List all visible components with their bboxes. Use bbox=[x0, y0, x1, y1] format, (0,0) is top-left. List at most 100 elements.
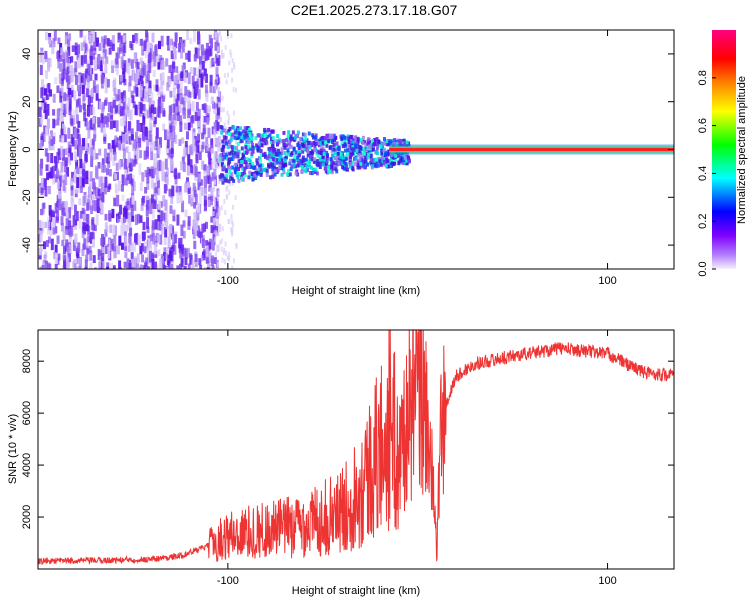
spectrogram-cell bbox=[256, 161, 260, 166]
spectrogram-cell bbox=[344, 165, 348, 170]
spectrogram-cell bbox=[367, 144, 371, 149]
spectrogram-cell bbox=[402, 139, 406, 144]
spectrogram-cell bbox=[244, 160, 248, 165]
spectrogram-cell bbox=[296, 142, 300, 147]
spectrogram-cell bbox=[341, 161, 345, 166]
spectrogram-cell bbox=[123, 78, 127, 86]
spectrogram-cell bbox=[172, 41, 176, 50]
spectrogram-cell bbox=[289, 167, 293, 172]
spectrogram-cell bbox=[208, 45, 212, 57]
spectrogram-cell bbox=[51, 43, 55, 54]
spectrogram-cell bbox=[222, 176, 226, 181]
spectrogram-cell bbox=[128, 110, 132, 120]
spectrogram-cell bbox=[52, 93, 56, 103]
spectrogram-cell bbox=[83, 35, 87, 42]
spectrogram-cell bbox=[184, 248, 188, 259]
spectrogram-cell bbox=[214, 237, 217, 243]
spectrogram-cell bbox=[164, 129, 168, 141]
spectrogram-cell bbox=[102, 52, 106, 65]
spectrogram-cell bbox=[259, 152, 263, 157]
spectrogram-cell bbox=[174, 32, 178, 43]
spectrogram-cell bbox=[139, 57, 143, 65]
spectrogram-cell bbox=[340, 136, 344, 141]
spectrogram-cell bbox=[150, 148, 154, 161]
spectrogram-cell bbox=[81, 207, 85, 214]
spectrogram-cell bbox=[98, 176, 102, 188]
spectrogram-cell bbox=[72, 109, 76, 119]
spectrogram-cell bbox=[380, 158, 384, 163]
spectrogram-cell bbox=[319, 151, 323, 156]
spectrogram-cell bbox=[93, 56, 97, 65]
spectrogram-cell bbox=[213, 108, 216, 114]
spectrogram-cell bbox=[303, 138, 307, 143]
spectrogram-cell bbox=[104, 213, 108, 221]
spectrogram-cell bbox=[115, 120, 119, 132]
spectrogram-cell bbox=[107, 246, 111, 259]
spectrogram-cell bbox=[153, 182, 157, 190]
spectrogram-cell bbox=[376, 163, 380, 168]
spectrogram-cell bbox=[268, 175, 272, 180]
spectrogram-cell bbox=[124, 235, 128, 247]
spectrogram-cell bbox=[319, 143, 323, 148]
spectrogram-cell bbox=[312, 167, 316, 172]
spectrogram-cell bbox=[225, 141, 229, 146]
spectrogram-cell bbox=[112, 224, 116, 237]
spectrogram-cell bbox=[77, 74, 81, 84]
spectrogram-cell bbox=[220, 161, 224, 166]
spectrogram-cell bbox=[159, 258, 163, 269]
spectrogram-cell bbox=[286, 135, 290, 140]
spectrogram-cell bbox=[69, 178, 73, 187]
spectrogram-cell bbox=[132, 159, 136, 167]
spectrogram-cell bbox=[117, 89, 121, 101]
spectrogram-cell bbox=[107, 185, 111, 193]
spectrogram-cell bbox=[365, 162, 369, 167]
spectrogram-cell bbox=[62, 231, 66, 241]
spectrogram-cell bbox=[345, 154, 349, 159]
spectrogram-cell bbox=[316, 153, 320, 158]
spectrogram-cell bbox=[182, 230, 186, 239]
spectrogram-cell bbox=[56, 85, 60, 93]
spectrogram-cell bbox=[56, 118, 60, 126]
spectrogram-cell bbox=[194, 135, 198, 146]
spectrogram-cell bbox=[83, 111, 87, 122]
x-tick-label: 100 bbox=[598, 575, 616, 587]
spectrogram-cell bbox=[191, 115, 195, 124]
spectrogram-cell bbox=[85, 254, 89, 262]
spectrogram-cell bbox=[136, 119, 140, 132]
spectrogram-cell bbox=[213, 204, 216, 210]
spectrogram-cell bbox=[205, 245, 209, 257]
spectrogram-cell bbox=[170, 50, 174, 60]
spectrogram-cell bbox=[219, 177, 223, 182]
spectrogram-cell bbox=[235, 136, 239, 141]
spectrogram-cell bbox=[214, 32, 217, 38]
spectrogram-cell bbox=[172, 46, 176, 54]
spectrogram-cell bbox=[134, 214, 138, 226]
spectrogram-cell bbox=[389, 162, 393, 167]
spectrogram-cell bbox=[175, 74, 179, 85]
spectrogram-cell bbox=[218, 92, 221, 98]
spectrogram-cell bbox=[68, 98, 72, 110]
spectrogram-cell bbox=[159, 234, 163, 245]
spectrogram-cell bbox=[201, 252, 205, 259]
spectrogram-cell bbox=[152, 69, 156, 77]
spectrogram-cell bbox=[225, 79, 228, 85]
spectrogram-cell bbox=[85, 176, 89, 184]
spectrogram-cell bbox=[77, 257, 81, 265]
spectrogram-cell bbox=[243, 172, 247, 177]
spectrogram-cell bbox=[123, 121, 127, 133]
spectrogram-cell bbox=[243, 150, 247, 155]
spectrogram-cell bbox=[407, 159, 411, 164]
spectrogram-cell bbox=[148, 118, 152, 127]
spectrogram-cell bbox=[149, 122, 153, 133]
spectrogram-cell bbox=[141, 103, 145, 111]
spectrogram-cell bbox=[379, 141, 383, 146]
spectrogram-cell bbox=[119, 135, 123, 144]
spectrogram-cells bbox=[38, 30, 674, 269]
spectrogram-cell bbox=[193, 54, 197, 62]
spectrogram-cell bbox=[139, 86, 143, 98]
spectrogram-cell bbox=[132, 101, 136, 109]
spectrogram-cell bbox=[328, 169, 332, 174]
spectrogram-cell bbox=[161, 72, 165, 81]
spectrogram-cell bbox=[203, 267, 207, 269]
spectrogram-cell bbox=[298, 141, 302, 146]
